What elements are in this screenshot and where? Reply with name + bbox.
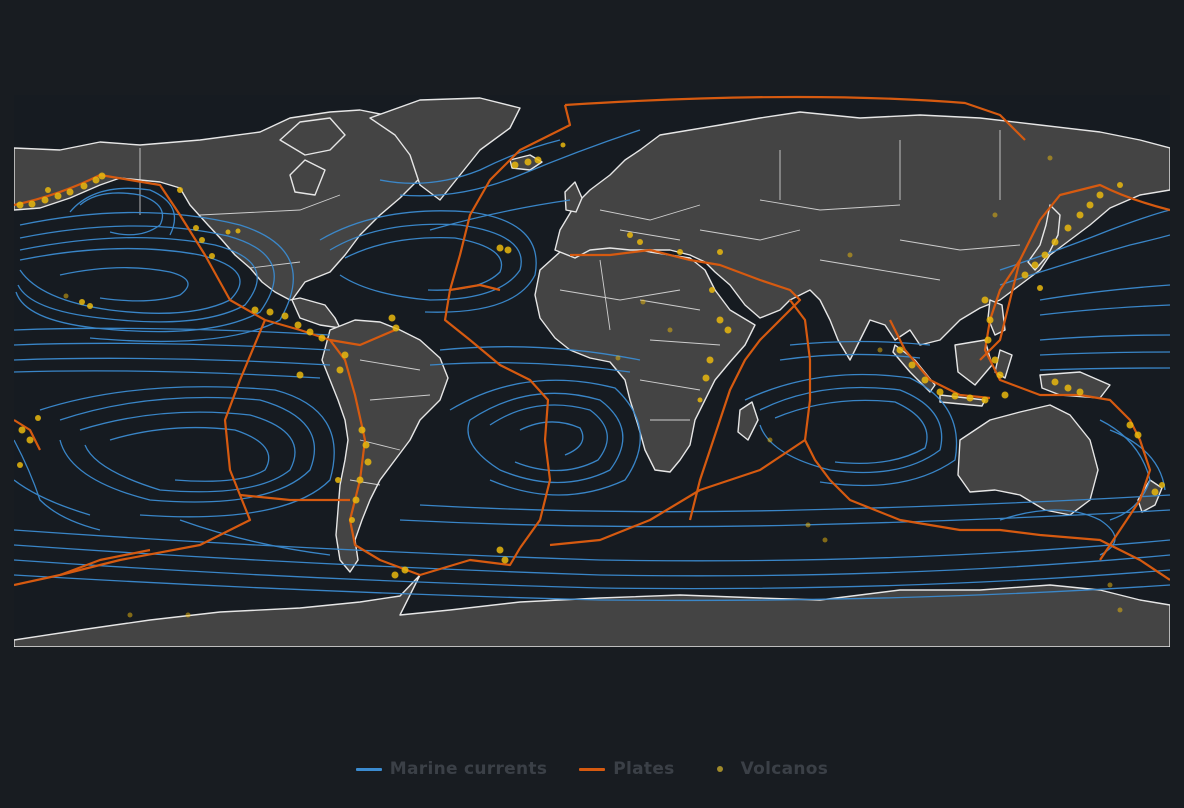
volcano-cluster-kamchatka-japan — [1021, 182, 1123, 291]
marine-currents — [14, 129, 1170, 602]
africa — [534, 244, 756, 473]
philippines — [987, 299, 1006, 336]
volcano-cluster-hawaii — [79, 299, 93, 309]
legend-swatch — [707, 762, 733, 776]
greenland — [369, 97, 521, 201]
legend-label: Plates — [613, 759, 675, 779]
legend-label: Marine currents — [389, 759, 548, 779]
volcano-cluster-melanesia — [1051, 378, 1142, 439]
volcano-cluster-andes — [335, 426, 372, 523]
volcano-cluster-central-america — [251, 306, 349, 379]
volcano-cluster-aleutians — [16, 172, 106, 209]
volcano-cluster-azores — [496, 244, 512, 254]
volcano-scattered — [63, 155, 1123, 618]
legend-swatch-line — [579, 767, 606, 771]
british-isles — [564, 181, 583, 213]
volcano-cluster-caribbean — [388, 314, 400, 332]
eurasia — [554, 111, 1170, 361]
legend-swatch-line — [355, 767, 382, 771]
madagascar — [737, 401, 759, 441]
legend-item-marine-currents[interactable]: Marine currents — [355, 759, 548, 779]
volcano-cluster-east-africa — [697, 287, 732, 403]
antarctica — [14, 574, 1170, 647]
volcano-cluster-iceland — [511, 142, 566, 169]
volcano-cluster-mediterranean — [627, 232, 723, 255]
map-legend: Marine currents Plates Volcanos — [0, 756, 1184, 782]
japan — [1027, 204, 1061, 271]
volcano-cluster-philippines-indonesia — [896, 296, 1009, 404]
australia — [957, 404, 1099, 516]
legend-label: Volcanos — [740, 759, 829, 779]
legend-swatch-dot — [716, 766, 723, 772]
north-america — [14, 109, 431, 329]
borneo — [954, 339, 993, 386]
arctic-islands — [279, 117, 346, 156]
legend-item-plates[interactable]: Plates — [579, 759, 674, 779]
volcano-cluster-new-zealand — [1151, 482, 1165, 496]
volcano-cluster-cascades — [177, 187, 241, 259]
sulawesi — [994, 349, 1013, 379]
plate-boundaries — [14, 95, 1170, 587]
volcanos — [16, 142, 1165, 618]
legend-item-volcanos[interactable]: Volcanos — [707, 759, 829, 779]
volcano-cluster-pacific-misc — [17, 415, 41, 468]
volcano-cluster-scotia — [391, 546, 509, 579]
